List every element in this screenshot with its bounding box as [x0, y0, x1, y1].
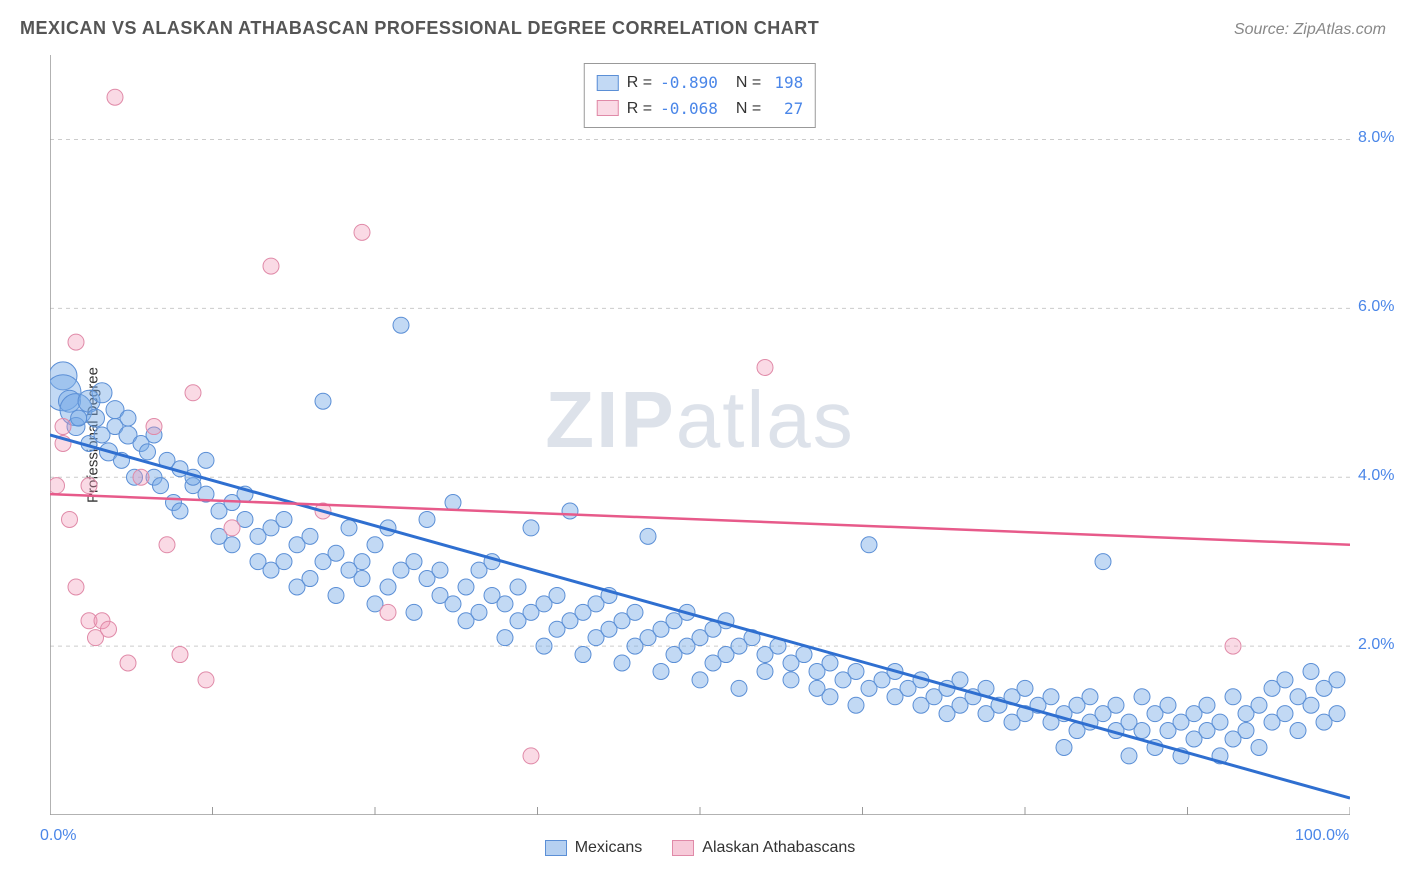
scatter-plot	[50, 55, 1350, 815]
legend-r-value: -0.890	[660, 70, 718, 96]
legend-r-label: R =	[627, 70, 652, 96]
source-label: Source: ZipAtlas.com	[1234, 21, 1386, 39]
y-tick-label: 4.0%	[1358, 467, 1394, 485]
legend-stats-row: R = -0.890 N = 198	[597, 70, 803, 96]
y-tick-label: 6.0%	[1358, 298, 1394, 316]
chart-area: Professional Degree ZIPatlas R =-0.890N …	[50, 55, 1350, 815]
legend-swatch	[672, 840, 694, 856]
legend-swatch	[597, 100, 619, 116]
legend-n-label: N =	[736, 96, 761, 122]
legend-swatch	[545, 840, 567, 856]
chart-title: MEXICAN VS ALASKAN ATHABASCAN PROFESSION…	[20, 18, 819, 39]
legend-n-label: N =	[736, 70, 761, 96]
legend-series-item: Mexicans	[545, 839, 643, 857]
legend-series-item: Alaskan Athabascans	[672, 839, 855, 857]
x-tick-label: 100.0%	[1295, 827, 1349, 845]
y-tick-label: 2.0%	[1358, 636, 1394, 654]
legend-stats-row: R = -0.068 N = 27	[597, 96, 803, 122]
legend-series-label: Alaskan Athabascans	[702, 839, 855, 857]
legend-n-value: 27	[769, 96, 803, 122]
legend-series: Mexicans Alaskan Athabascans	[50, 839, 1350, 857]
legend-swatch	[597, 75, 619, 91]
legend-r-label: R =	[627, 96, 652, 122]
legend-n-value: 198	[769, 70, 803, 96]
legend-r-value: -0.068	[660, 96, 718, 122]
legend-series-label: Mexicans	[575, 839, 643, 857]
y-tick-label: 8.0%	[1358, 129, 1394, 147]
header: MEXICAN VS ALASKAN ATHABASCAN PROFESSION…	[20, 18, 1386, 39]
legend-stats: R = -0.890 N = 198 R = -0.068 N = 27	[584, 63, 816, 128]
x-tick-label: 0.0%	[40, 827, 76, 845]
